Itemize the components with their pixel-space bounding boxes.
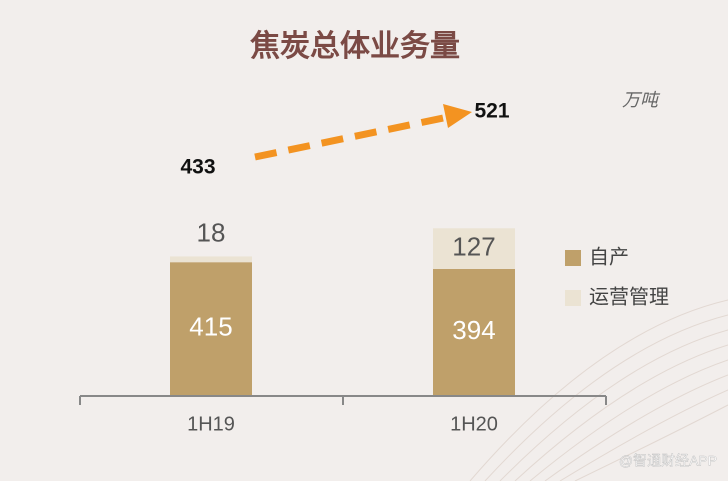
- legend-swatch: [565, 250, 581, 266]
- bar-segment: [170, 262, 252, 395]
- decoration: [469, 299, 728, 481]
- legend-swatch: [565, 290, 581, 306]
- total-label: 521: [474, 100, 509, 123]
- trend-arrowhead: [443, 104, 472, 128]
- value-label: 415: [189, 311, 232, 341]
- x-tick-label: 1H20: [450, 413, 498, 435]
- value-label: 18: [197, 217, 226, 247]
- watermark: @智通财经APP: [619, 453, 717, 469]
- unit-label: 万吨: [622, 90, 661, 110]
- x-tick-label: 1H19: [187, 413, 235, 435]
- bar-segment: [433, 228, 515, 269]
- value-label: 127: [452, 231, 495, 261]
- value-label: 394: [452, 315, 495, 345]
- x-axis: [79, 395, 607, 405]
- total-label: 433: [180, 156, 215, 179]
- bar-segment: [170, 256, 252, 263]
- legend-label: 自产: [589, 245, 629, 268]
- legend-label: 运营管理: [589, 285, 669, 308]
- bar-segment: [433, 268, 515, 395]
- chart-title: 焦炭总体业务量: [250, 29, 460, 63]
